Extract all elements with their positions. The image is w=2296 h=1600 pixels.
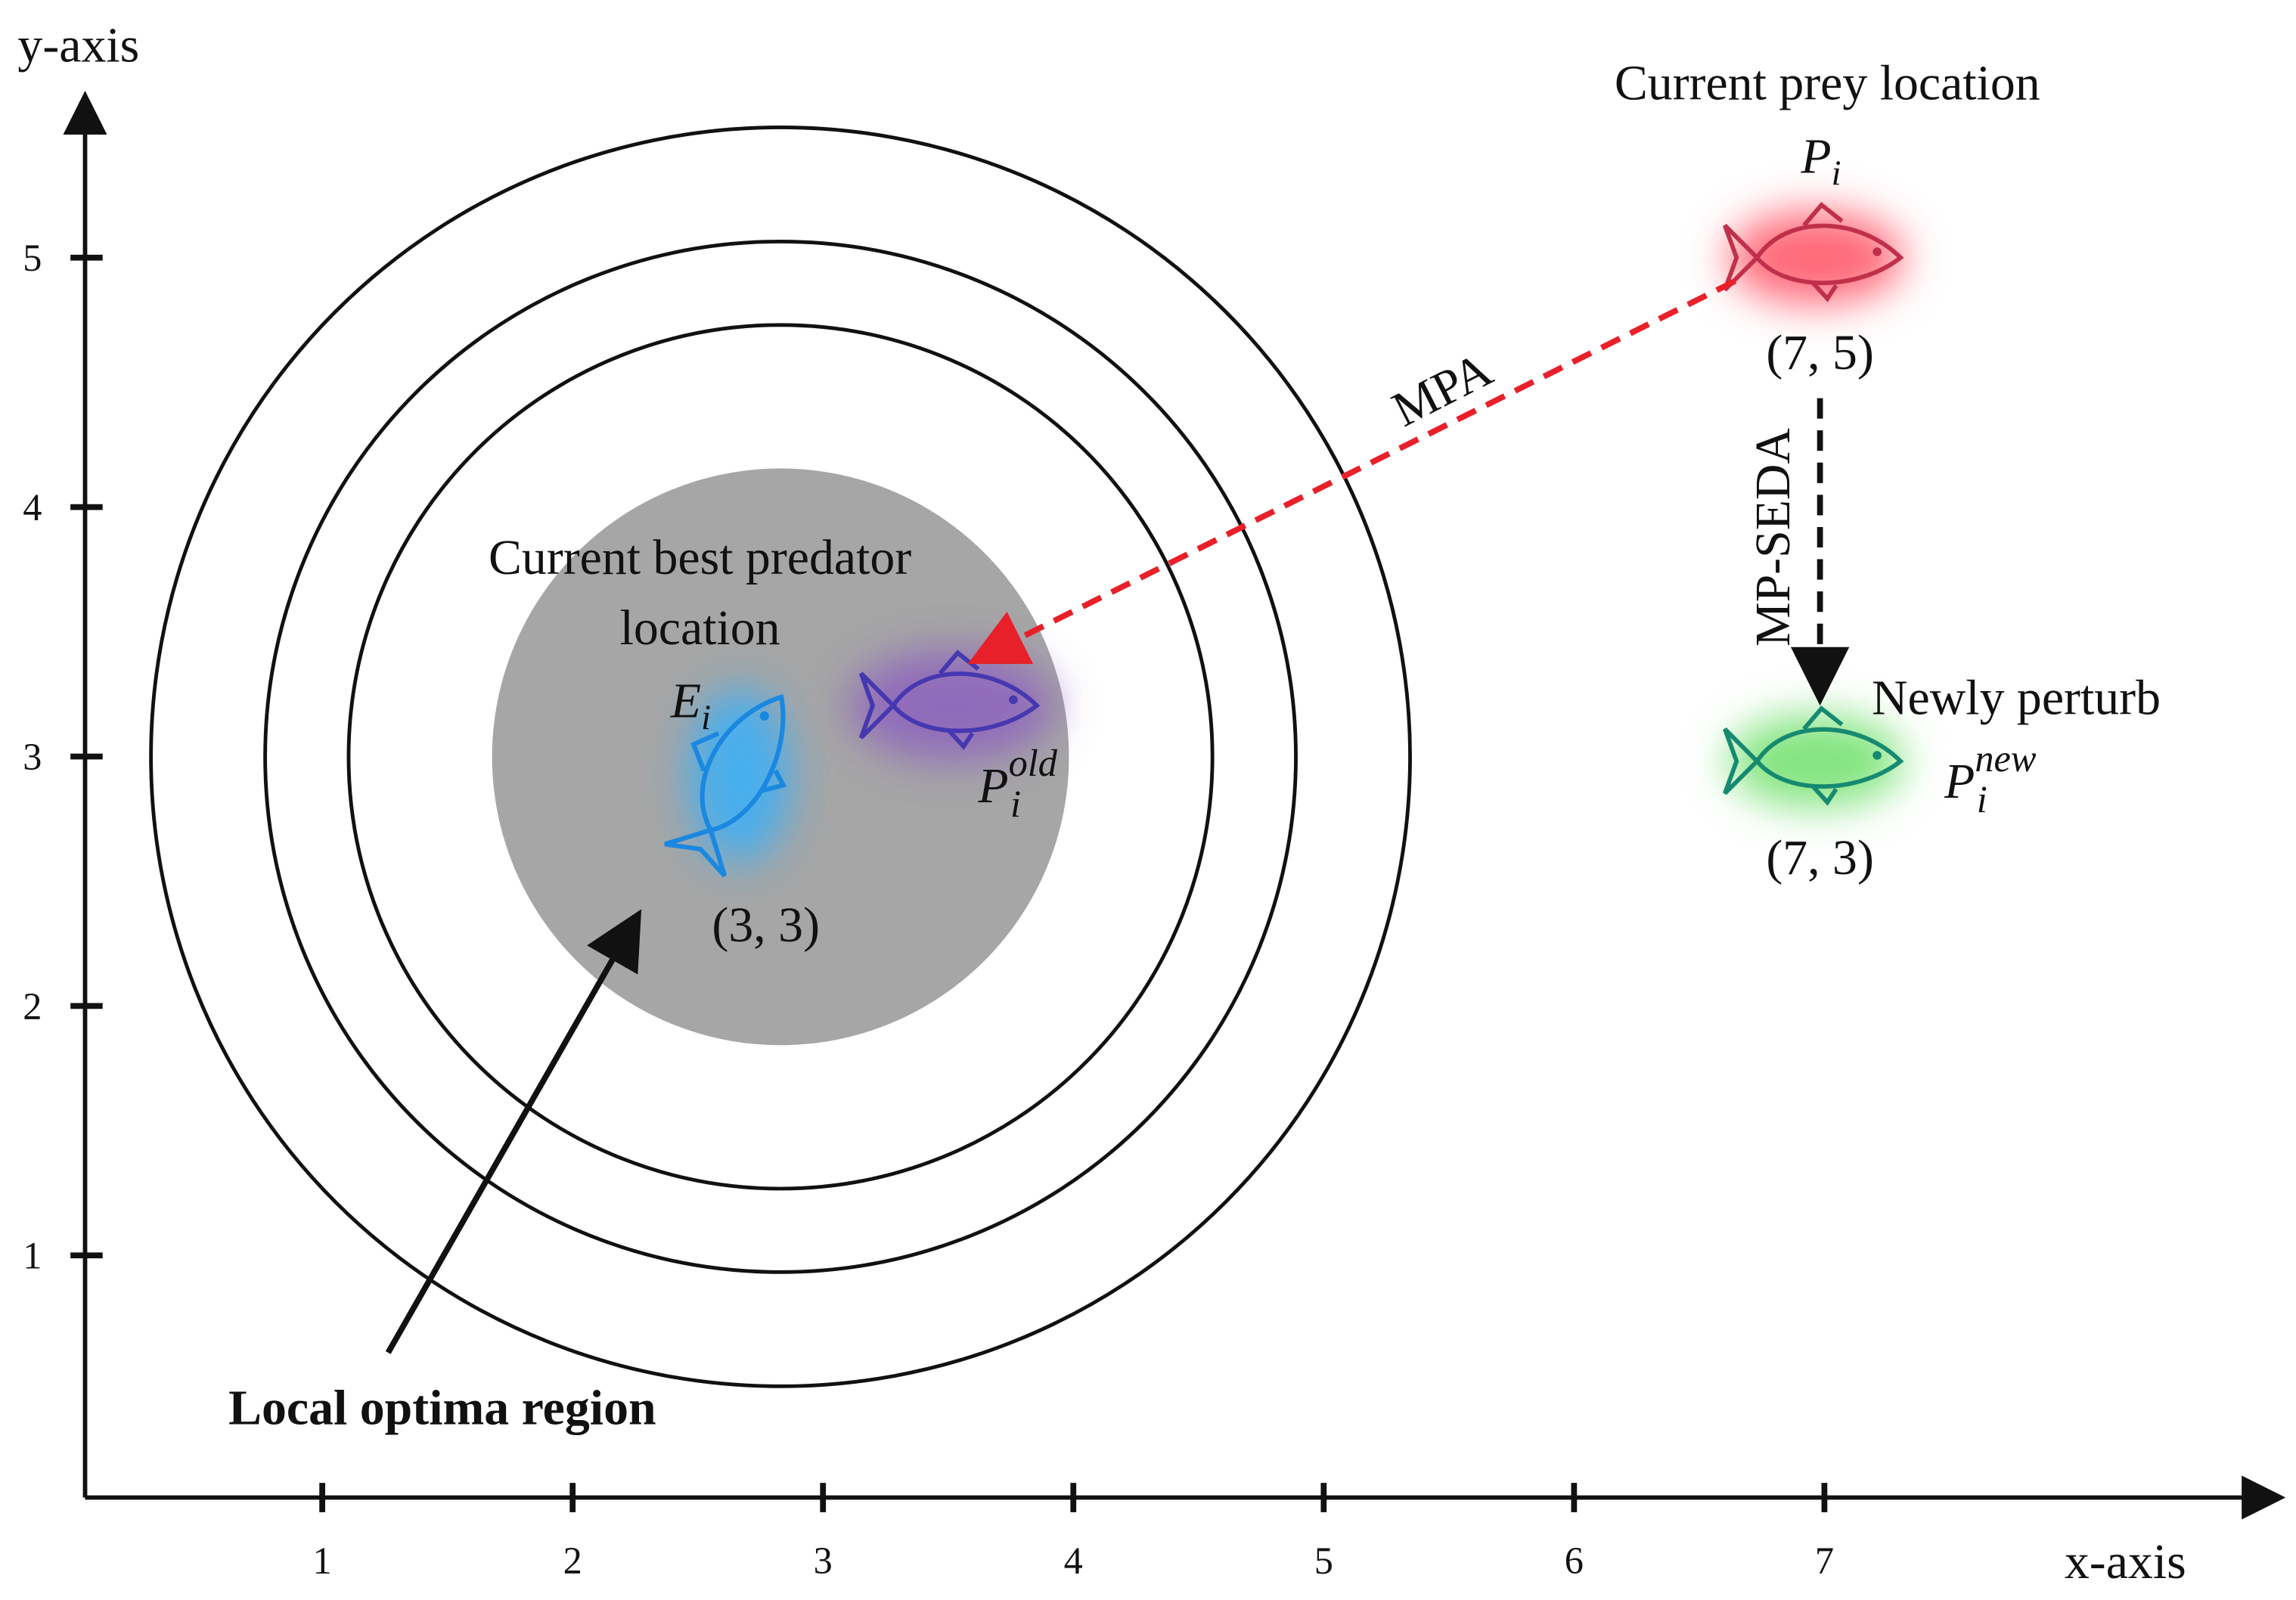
- x-tick-label: 3: [814, 1540, 833, 1582]
- x-axis-label: x-axis: [2065, 1534, 2186, 1589]
- predator-coords: (3, 3): [712, 898, 820, 953]
- prey-caption: Current prey location: [1615, 56, 2040, 111]
- x-tick-label: 2: [563, 1540, 582, 1582]
- symbol-sub: i: [701, 699, 711, 737]
- x-tick-label: 7: [1815, 1540, 1834, 1582]
- symbol-base: E: [670, 674, 701, 729]
- y-tick-label: 1: [23, 1235, 42, 1277]
- prey-symbol: Pi: [1800, 129, 1841, 192]
- predator-caption: Current best predator: [489, 530, 911, 585]
- x-tick-label: 1: [313, 1540, 332, 1582]
- axes: [63, 91, 2286, 1520]
- x-tick-label: 6: [1565, 1540, 1584, 1582]
- symbol-base: P: [1800, 129, 1831, 184]
- old-prey-symbol: Pold i: [977, 742, 1057, 825]
- symbol-sub: i: [1977, 778, 1987, 820]
- y-axis-label: y-axis: [17, 17, 139, 73]
- mpa-label: MPA: [1384, 341, 1501, 437]
- x-tick-label: 5: [1314, 1540, 1333, 1582]
- y-tick-label: 2: [23, 985, 42, 1028]
- region-arrow: [385, 909, 642, 1354]
- new-prey-caption: Newly perturb: [1872, 671, 2161, 726]
- symbol-sub: i: [1832, 154, 1841, 193]
- mpa-arrow: [967, 278, 1737, 665]
- mp-seda-label: MP-SEDA: [1745, 428, 1801, 647]
- predator-caption: location: [620, 600, 780, 656]
- region-label: Local optima region: [228, 1381, 656, 1436]
- predator-symbol: Ei: [670, 674, 711, 737]
- symbol-base: P: [1944, 754, 1975, 809]
- symbol-sup: old: [1009, 742, 1058, 784]
- new-prey-symbol: Pnew i: [1944, 737, 2037, 820]
- y-tick-label: 3: [23, 736, 42, 778]
- x-tick-label: 4: [1064, 1540, 1083, 1582]
- symbol-sup: new: [1975, 737, 2037, 780]
- symbol-base: P: [977, 758, 1008, 814]
- new-prey-coords: (7, 3): [1766, 830, 1874, 885]
- y-tick-label: 4: [23, 486, 42, 529]
- y-tick-label: 5: [23, 237, 42, 279]
- symbol-sub: i: [1010, 783, 1021, 825]
- prey-coords: (7, 5): [1766, 325, 1874, 380]
